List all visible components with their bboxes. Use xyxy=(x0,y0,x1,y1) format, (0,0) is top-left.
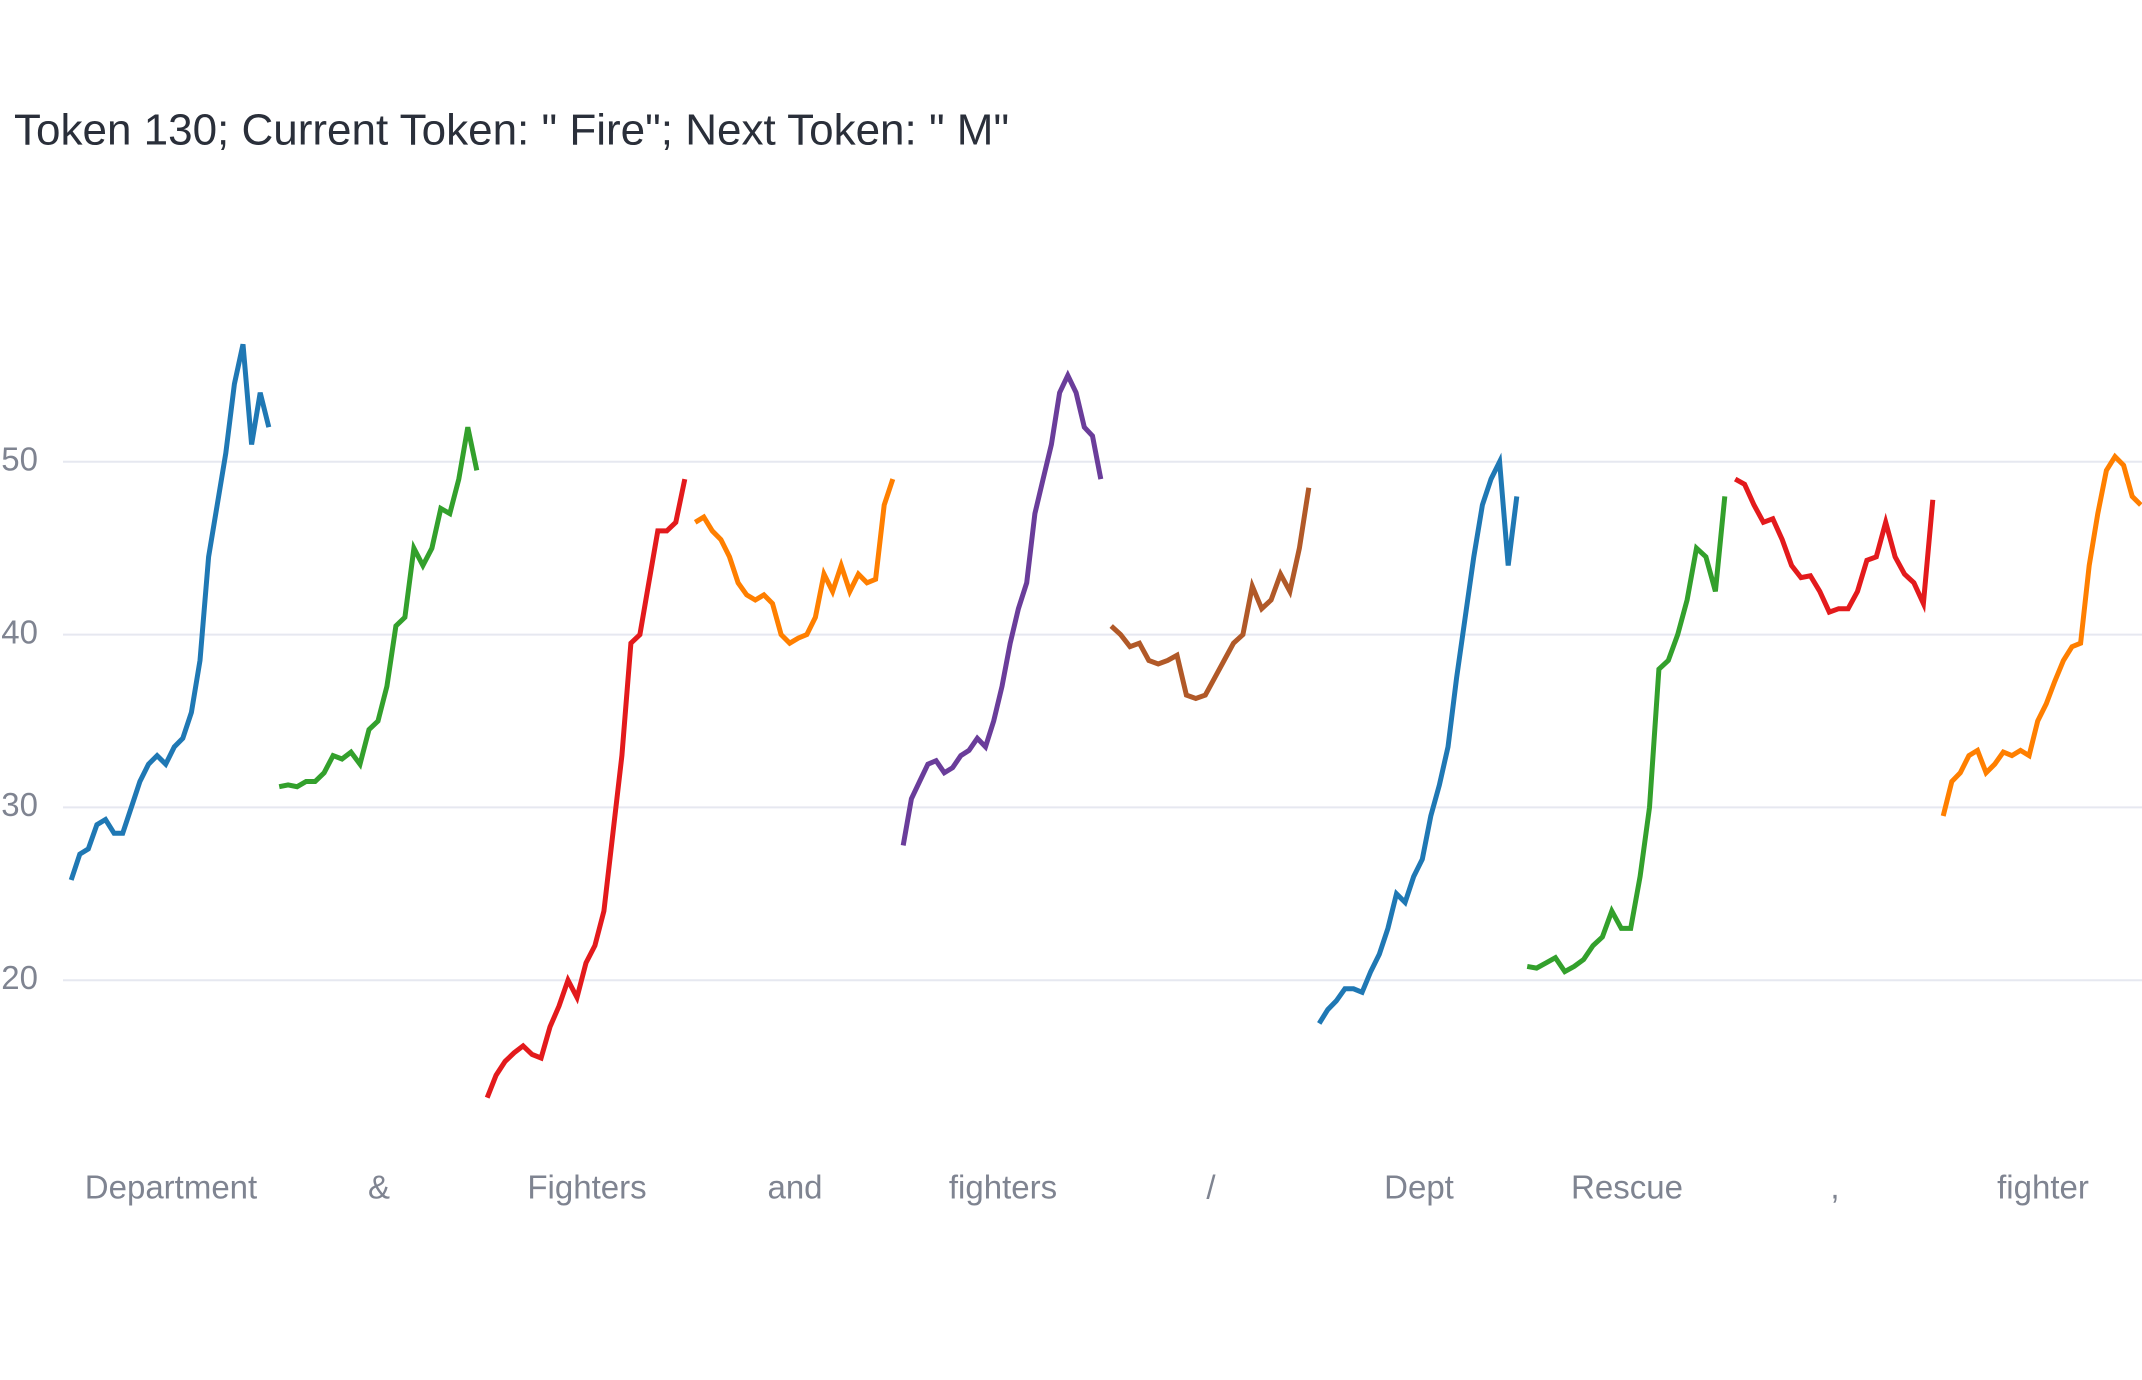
x-tick-label: Dept xyxy=(1384,1169,1454,1206)
x-tick-label: & xyxy=(368,1169,390,1206)
series-line xyxy=(1317,452,1520,1025)
y-tick-label: 20 xyxy=(1,959,38,996)
chart-title: Token 130; Current Token: " Fire"; Next … xyxy=(14,106,1009,155)
x-tick-label: and xyxy=(767,1169,822,1206)
x-tick-label: , xyxy=(1830,1169,1839,1206)
x-tick-label: fighters xyxy=(949,1169,1057,1206)
x-tick-label: Rescue xyxy=(1571,1169,1683,1206)
series-line xyxy=(1109,487,1312,702)
series-line xyxy=(900,369,1104,846)
x-tick-label: Department xyxy=(85,1169,257,1206)
series-line xyxy=(693,478,896,647)
y-tick-label: 30 xyxy=(1,786,38,823)
series-line xyxy=(484,478,688,1099)
series-line xyxy=(1940,452,2142,817)
x-tick-label: Fighters xyxy=(527,1169,646,1206)
series-line xyxy=(1526,496,1728,975)
x-tick-label: / xyxy=(1206,1169,1216,1206)
series-line xyxy=(68,343,272,881)
y-tick-label: 50 xyxy=(1,441,38,478)
y-tick-label: 40 xyxy=(1,613,38,650)
series-line xyxy=(1733,476,1936,616)
series-line xyxy=(278,426,480,790)
x-tick-label: fighter xyxy=(1997,1169,2089,1206)
